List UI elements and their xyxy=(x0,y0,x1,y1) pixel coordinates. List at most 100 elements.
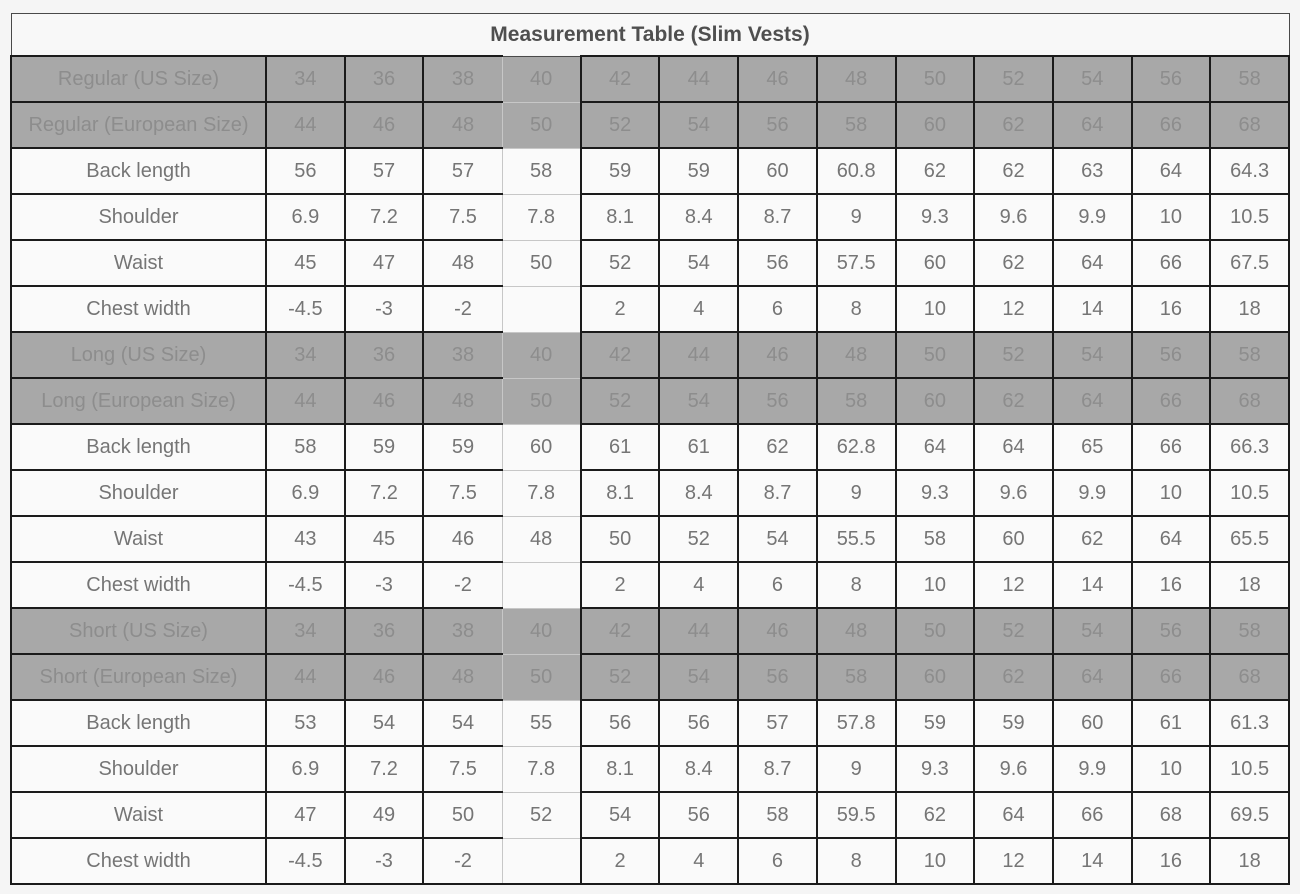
measurement-value-cell: 59 xyxy=(658,147,739,194)
size-value-cell: 44 xyxy=(658,55,739,102)
size-value-cell: 68 xyxy=(1209,653,1290,700)
measurement-value-cell: 9.6 xyxy=(973,193,1053,240)
size-value-cell: 58 xyxy=(815,377,896,424)
size-value-cell: 52 xyxy=(973,331,1053,378)
measurement-row-label: Shoulder xyxy=(10,193,266,240)
size-value-cell: 48 xyxy=(422,653,503,700)
measurement-row: Chest width -4.5 -3 -2 2 4 6 8 10 12 14 16 18 xyxy=(10,837,1290,885)
measurement-value-cell: 7.2 xyxy=(343,745,424,792)
measurement-value-cell: 4 xyxy=(658,561,739,608)
measurement-value-cell: 8.1 xyxy=(579,745,660,792)
measurement-value-cell: 59 xyxy=(894,699,975,746)
measurement-value-cell: 7.2 xyxy=(343,469,424,516)
measurement-row-label: Chest width xyxy=(10,561,266,608)
table-title: Measurement Table (Slim Vests) xyxy=(10,13,1290,57)
measurement-value-cell: 61.3 xyxy=(1209,699,1290,746)
measurement-value-cell: 10 xyxy=(1130,193,1211,240)
measurement-value-cell: 8.1 xyxy=(579,469,660,516)
measurement-value-cell: 10 xyxy=(1130,745,1211,792)
measurement-row: Shoulder 6.9 7.2 7.5 7.8 8.1 8.4 8.7 9 9.3 9.6 9.9 1… xyxy=(10,469,1290,517)
measurement-value-cell: 10 xyxy=(894,837,975,885)
size-value-cell: 54 xyxy=(658,653,739,700)
size-value-cell: 50 xyxy=(501,377,582,425)
size-value-cell: 64 xyxy=(1051,653,1132,700)
measurement-value-cell: 8 xyxy=(815,837,896,885)
size-value-cell: 50 xyxy=(894,55,975,102)
measurement-value-cell: 47 xyxy=(265,791,345,838)
size-header-row-eu: Long (European Size) 44 46 48 50 52 54 56 58 60 62… xyxy=(10,377,1290,425)
measurement-value-cell: 64 xyxy=(973,791,1053,838)
size-value-cell: 58 xyxy=(1209,331,1290,378)
measurement-value-cell: 6.9 xyxy=(265,469,345,516)
size-value-cell: 48 xyxy=(815,607,896,654)
measurement-value-cell: 8.4 xyxy=(658,193,739,240)
measurement-value-cell: 66.3 xyxy=(1209,423,1290,470)
measurement-value-cell: 61 xyxy=(1130,699,1211,746)
measurement-value-cell: 7.5 xyxy=(422,745,503,792)
measurement-value-cell: 62 xyxy=(894,791,975,838)
size-value-cell: 64 xyxy=(1051,377,1132,424)
measurement-value-cell: 56 xyxy=(579,699,660,746)
measurement-value-cell: 6.9 xyxy=(265,745,345,792)
measurement-value-cell: 62 xyxy=(737,423,817,470)
size-value-cell: 46 xyxy=(343,101,424,148)
size-row-label: Short (US Size) xyxy=(10,607,266,654)
measurement-value-cell: 7.8 xyxy=(501,745,582,793)
measurement-row: Shoulder 6.9 7.2 7.5 7.8 8.1 8.4 8.7 9 9.3 9.6 9.9 1… xyxy=(10,193,1290,241)
measurement-table: Measurement Table (Slim Vests) Regular (… xyxy=(10,13,1290,885)
measurement-value-cell: 10.5 xyxy=(1209,745,1290,792)
measurement-value-cell: 48 xyxy=(501,515,582,563)
measurement-value-cell: 69.5 xyxy=(1209,791,1290,838)
size-value-cell: 48 xyxy=(815,55,896,102)
size-header-row-us: Short (US Size) 34 36 38 40 42 44 46 48 50 52 54 56 5… xyxy=(10,607,1290,655)
measurement-value-cell: 62 xyxy=(973,147,1053,194)
size-value-cell: 54 xyxy=(658,377,739,424)
size-row-label: Regular (European Size) xyxy=(10,101,266,148)
size-value-cell: 44 xyxy=(265,377,345,424)
measurement-value-cell: -4.5 xyxy=(265,285,345,332)
measurement-value-cell: 50 xyxy=(501,239,582,287)
measurement-value-cell: 10 xyxy=(1130,469,1211,516)
measurement-value-cell: 64 xyxy=(894,423,975,470)
size-value-cell: 48 xyxy=(422,101,503,148)
size-value-cell: 44 xyxy=(658,607,739,654)
measurement-value-cell: 62 xyxy=(1051,515,1132,562)
measurement-value-cell: -3 xyxy=(343,285,424,332)
measurement-value-cell: 62 xyxy=(894,147,975,194)
measurement-value-cell: 8.7 xyxy=(737,745,817,792)
measurement-value-cell: -4.5 xyxy=(265,837,345,885)
size-value-cell: 38 xyxy=(422,607,503,654)
measurement-value-cell: 65.5 xyxy=(1209,515,1290,562)
measurement-value-cell: 57 xyxy=(422,147,503,194)
measurement-value-cell: 64 xyxy=(1051,239,1132,286)
measurement-value-cell xyxy=(501,561,582,609)
measurement-value-cell: 10.5 xyxy=(1209,469,1290,516)
size-value-cell: 42 xyxy=(579,331,660,378)
size-value-cell: 56 xyxy=(737,101,817,148)
size-value-cell: 46 xyxy=(737,607,817,654)
measurement-value-cell: 66 xyxy=(1130,423,1211,470)
measurement-value-cell: 50 xyxy=(579,515,660,562)
measurement-value-cell: 7.5 xyxy=(422,193,503,240)
measurement-value-cell: 45 xyxy=(343,515,424,562)
measurement-value-cell: 55.5 xyxy=(815,515,896,562)
size-value-cell: 40 xyxy=(501,607,582,655)
measurement-value-cell: 57 xyxy=(737,699,817,746)
size-value-cell: 58 xyxy=(1209,607,1290,654)
measurement-row-label: Chest width xyxy=(10,837,266,885)
measurement-value-cell: 9.6 xyxy=(973,469,1053,516)
measurement-row: Back length 53 54 54 55 56 56 57 57.8 59 59 60 61 61.… xyxy=(10,699,1290,747)
measurement-value-cell: 58 xyxy=(501,147,582,195)
size-row-label: Regular (US Size) xyxy=(10,55,266,102)
size-header-row-eu: Short (European Size) 44 46 48 50 52 54 56 58 60 6… xyxy=(10,653,1290,701)
measurement-value-cell: 53 xyxy=(265,699,345,746)
size-value-cell: 34 xyxy=(265,331,345,378)
measurement-value-cell: 4 xyxy=(658,285,739,332)
measurement-value-cell: 12 xyxy=(973,561,1053,608)
size-value-cell: 36 xyxy=(343,607,424,654)
size-value-cell: 66 xyxy=(1130,653,1211,700)
measurement-value-cell: 8.7 xyxy=(737,193,817,240)
measurement-row: Back length 56 57 57 58 59 59 60 60.8 62 62 63 64 64.… xyxy=(10,147,1290,195)
size-value-cell: 46 xyxy=(737,55,817,102)
